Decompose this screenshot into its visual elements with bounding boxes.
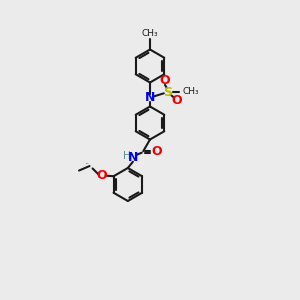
Text: CH₃: CH₃ [182, 87, 199, 96]
Text: S: S [164, 85, 172, 99]
Text: O: O [172, 94, 182, 107]
Text: H: H [123, 151, 131, 161]
Text: ethyl: ethyl [86, 163, 90, 164]
Text: O: O [97, 169, 107, 182]
Text: N: N [128, 151, 138, 164]
Text: CH₃: CH₃ [142, 29, 158, 38]
Text: O: O [151, 145, 162, 158]
Text: N: N [145, 91, 155, 104]
Text: O: O [159, 74, 170, 87]
